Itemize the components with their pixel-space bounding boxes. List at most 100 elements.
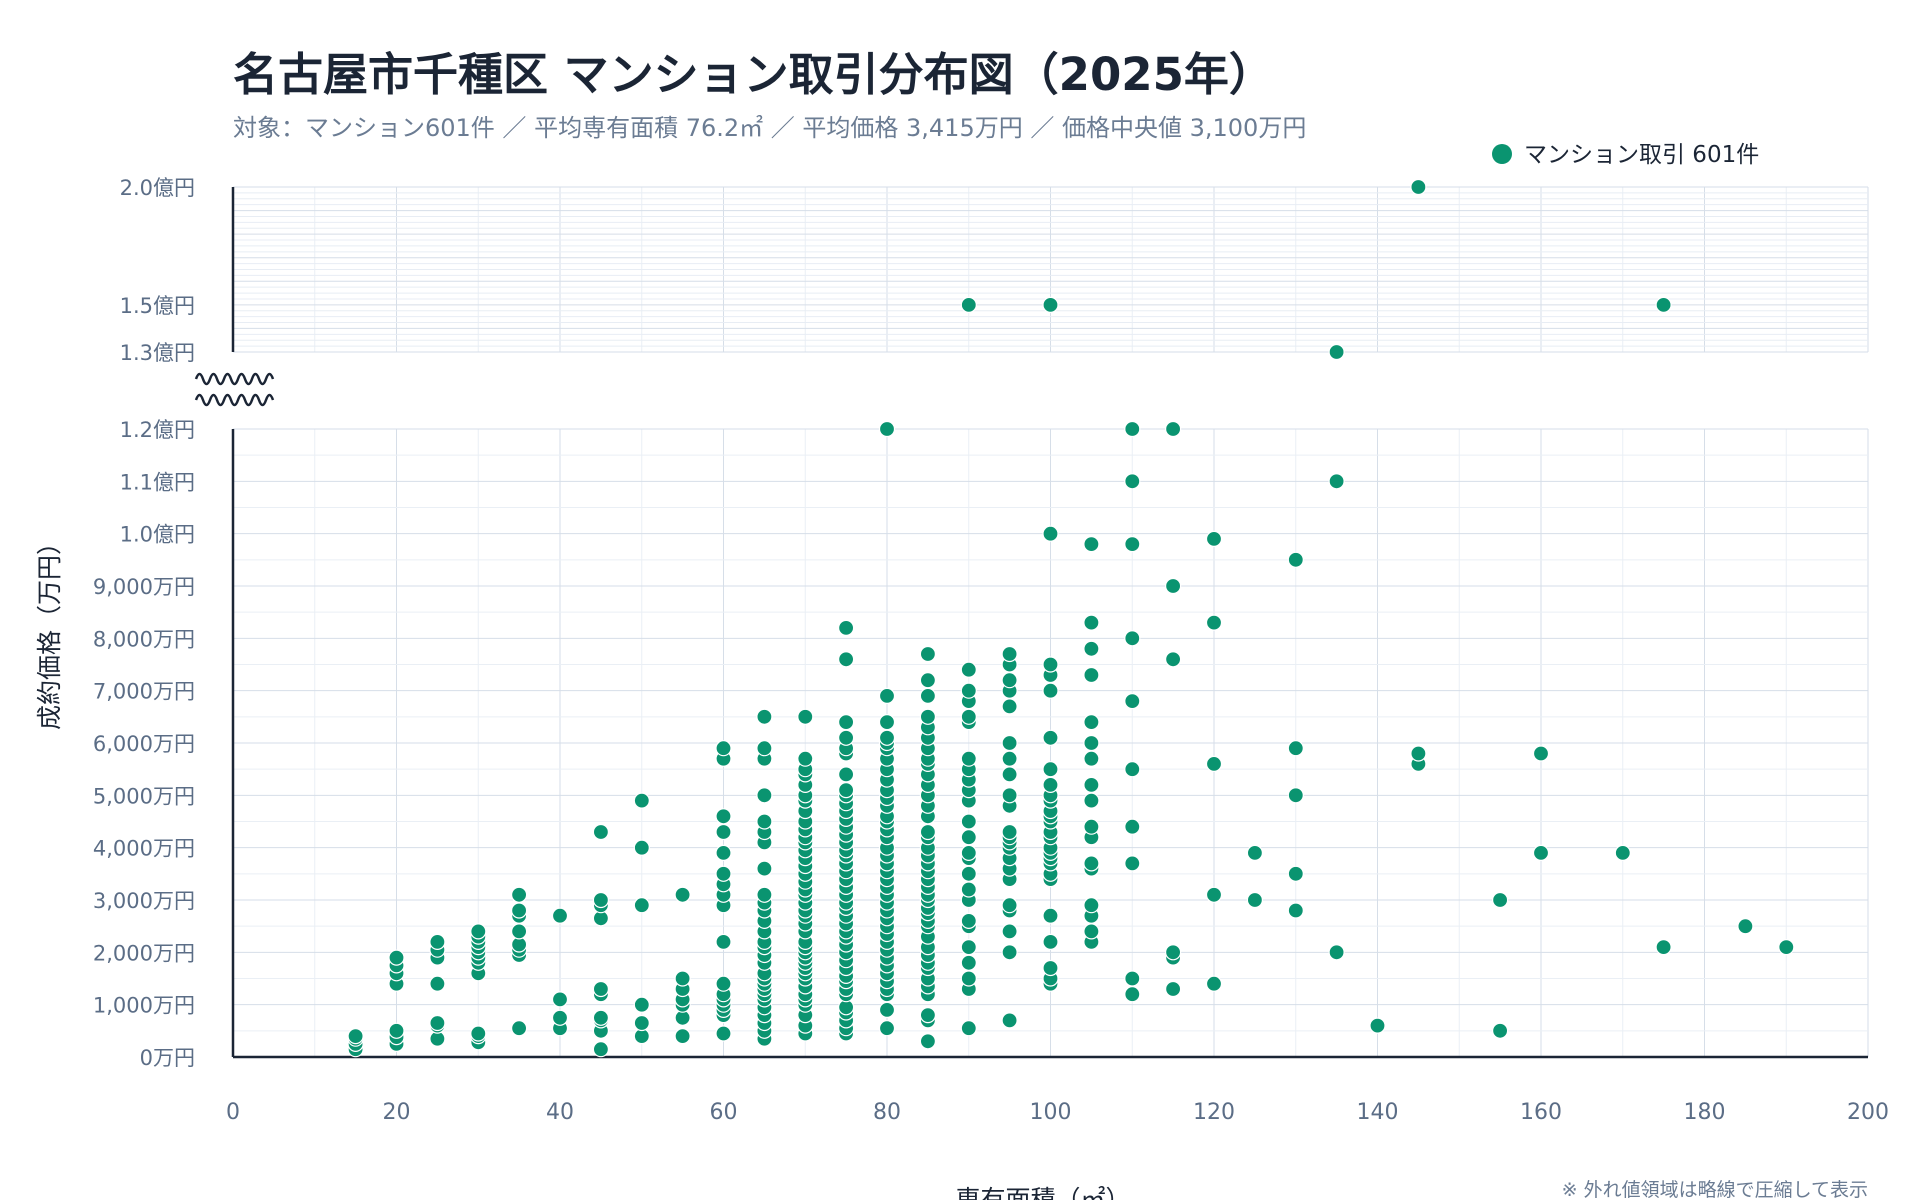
y-tick-label: 0万円 bbox=[140, 1046, 195, 1070]
data-point bbox=[1491, 1022, 1509, 1039]
data-point bbox=[1410, 745, 1427, 762]
data-point bbox=[960, 881, 977, 898]
data-point bbox=[429, 975, 446, 992]
data-point bbox=[1124, 761, 1141, 778]
data-point bbox=[1287, 740, 1304, 757]
data-point bbox=[1287, 865, 1304, 882]
y-tick-label: 2.0億円 bbox=[120, 176, 195, 200]
data-point bbox=[1001, 823, 1018, 841]
data-point bbox=[715, 865, 732, 882]
data-point bbox=[633, 996, 650, 1013]
data-point bbox=[960, 708, 977, 725]
break-squiggle bbox=[194, 372, 275, 386]
data-point bbox=[1042, 933, 1059, 951]
data-point bbox=[1124, 420, 1141, 438]
y-tick-label: 2,000万円 bbox=[93, 941, 195, 965]
data-point bbox=[1083, 776, 1100, 794]
data-point bbox=[1001, 944, 1018, 961]
data-point bbox=[510, 1020, 528, 1037]
y-tick-label: 1,000万円 bbox=[93, 994, 195, 1018]
data-point bbox=[1246, 891, 1264, 909]
axes: 0万円 1,000万円 2,000万円 3,000万円 4,000万円 5,000万円 6,… bbox=[93, 176, 1889, 1125]
data-point bbox=[1328, 343, 1345, 361]
data-point bbox=[960, 954, 977, 971]
data-point bbox=[878, 729, 896, 746]
data-point bbox=[715, 740, 732, 757]
y-tick-label: 3,000万円 bbox=[93, 889, 195, 913]
data-point bbox=[1491, 891, 1509, 909]
x-tick-label: 160 bbox=[1520, 1100, 1562, 1125]
data-point bbox=[1001, 787, 1018, 804]
x-tick-label: 140 bbox=[1357, 1100, 1399, 1125]
data-point bbox=[1042, 682, 1059, 699]
data-point bbox=[960, 844, 977, 862]
data-point bbox=[1164, 651, 1182, 668]
data-point bbox=[1001, 698, 1018, 715]
data-point bbox=[1287, 902, 1304, 919]
data-point bbox=[919, 672, 937, 689]
data-point bbox=[1083, 535, 1100, 553]
x-tick-label: 100 bbox=[1030, 1100, 1072, 1125]
data-point bbox=[878, 420, 896, 438]
y-tick-label: 1.2億円 bbox=[120, 418, 195, 442]
data-point bbox=[1124, 692, 1141, 710]
data-point bbox=[919, 708, 937, 725]
data-point bbox=[960, 661, 977, 678]
data-point bbox=[960, 865, 977, 882]
y-tick-label: 1.3億円 bbox=[120, 341, 195, 365]
y-tick-label: 4,000万円 bbox=[93, 837, 195, 861]
data-point bbox=[1001, 734, 1018, 752]
data-point bbox=[1778, 938, 1795, 956]
data-point bbox=[756, 813, 773, 830]
data-point bbox=[837, 766, 855, 783]
data-point bbox=[674, 1027, 691, 1045]
footnote: ※ 外れ値領域は略線で圧縮して表示 bbox=[1562, 1179, 1868, 1200]
y-tick-label: 1.1億円 bbox=[120, 470, 195, 494]
data-point bbox=[429, 1014, 446, 1032]
y-tick-label: 9,000万円 bbox=[93, 575, 195, 599]
data-point bbox=[960, 813, 977, 830]
data-point bbox=[551, 1009, 569, 1026]
y-axis-label: 成約価格（万円） bbox=[35, 530, 64, 730]
data-point bbox=[347, 1027, 364, 1045]
x-tick-label: 120 bbox=[1193, 1100, 1235, 1125]
data-point bbox=[919, 1033, 937, 1050]
data-point bbox=[674, 970, 691, 987]
data-point bbox=[1124, 818, 1141, 835]
data-point bbox=[715, 975, 732, 992]
data-point bbox=[1614, 844, 1631, 862]
data-point bbox=[837, 651, 855, 668]
data-point bbox=[960, 682, 977, 699]
data-point bbox=[878, 1020, 896, 1037]
data-point bbox=[1205, 975, 1223, 992]
data-point bbox=[715, 808, 732, 825]
data-point bbox=[919, 1006, 937, 1024]
data-point bbox=[960, 296, 977, 313]
data-point bbox=[633, 792, 650, 809]
data-point bbox=[1042, 729, 1059, 746]
y-tick-label: 1.5億円 bbox=[120, 294, 195, 318]
data-point bbox=[592, 891, 610, 909]
data-point bbox=[1001, 1012, 1018, 1029]
data-point bbox=[1083, 750, 1100, 767]
data-point bbox=[592, 823, 610, 841]
data-point bbox=[960, 912, 977, 930]
data-point bbox=[1083, 897, 1100, 914]
data-point bbox=[878, 1001, 896, 1019]
data-point bbox=[1083, 713, 1100, 731]
data-point bbox=[756, 740, 773, 757]
data-point bbox=[1124, 473, 1141, 490]
data-point bbox=[1042, 525, 1059, 542]
data-point bbox=[1410, 178, 1427, 196]
data-point bbox=[1001, 672, 1018, 689]
y-tick-label: 5,000万円 bbox=[93, 784, 195, 808]
data-point bbox=[1042, 761, 1059, 778]
data-point bbox=[960, 750, 977, 767]
data-point bbox=[1164, 420, 1182, 438]
data-point bbox=[756, 708, 773, 725]
data-point bbox=[633, 897, 650, 914]
data-point bbox=[592, 980, 610, 998]
data-point bbox=[756, 860, 773, 877]
data-point bbox=[592, 1009, 610, 1026]
